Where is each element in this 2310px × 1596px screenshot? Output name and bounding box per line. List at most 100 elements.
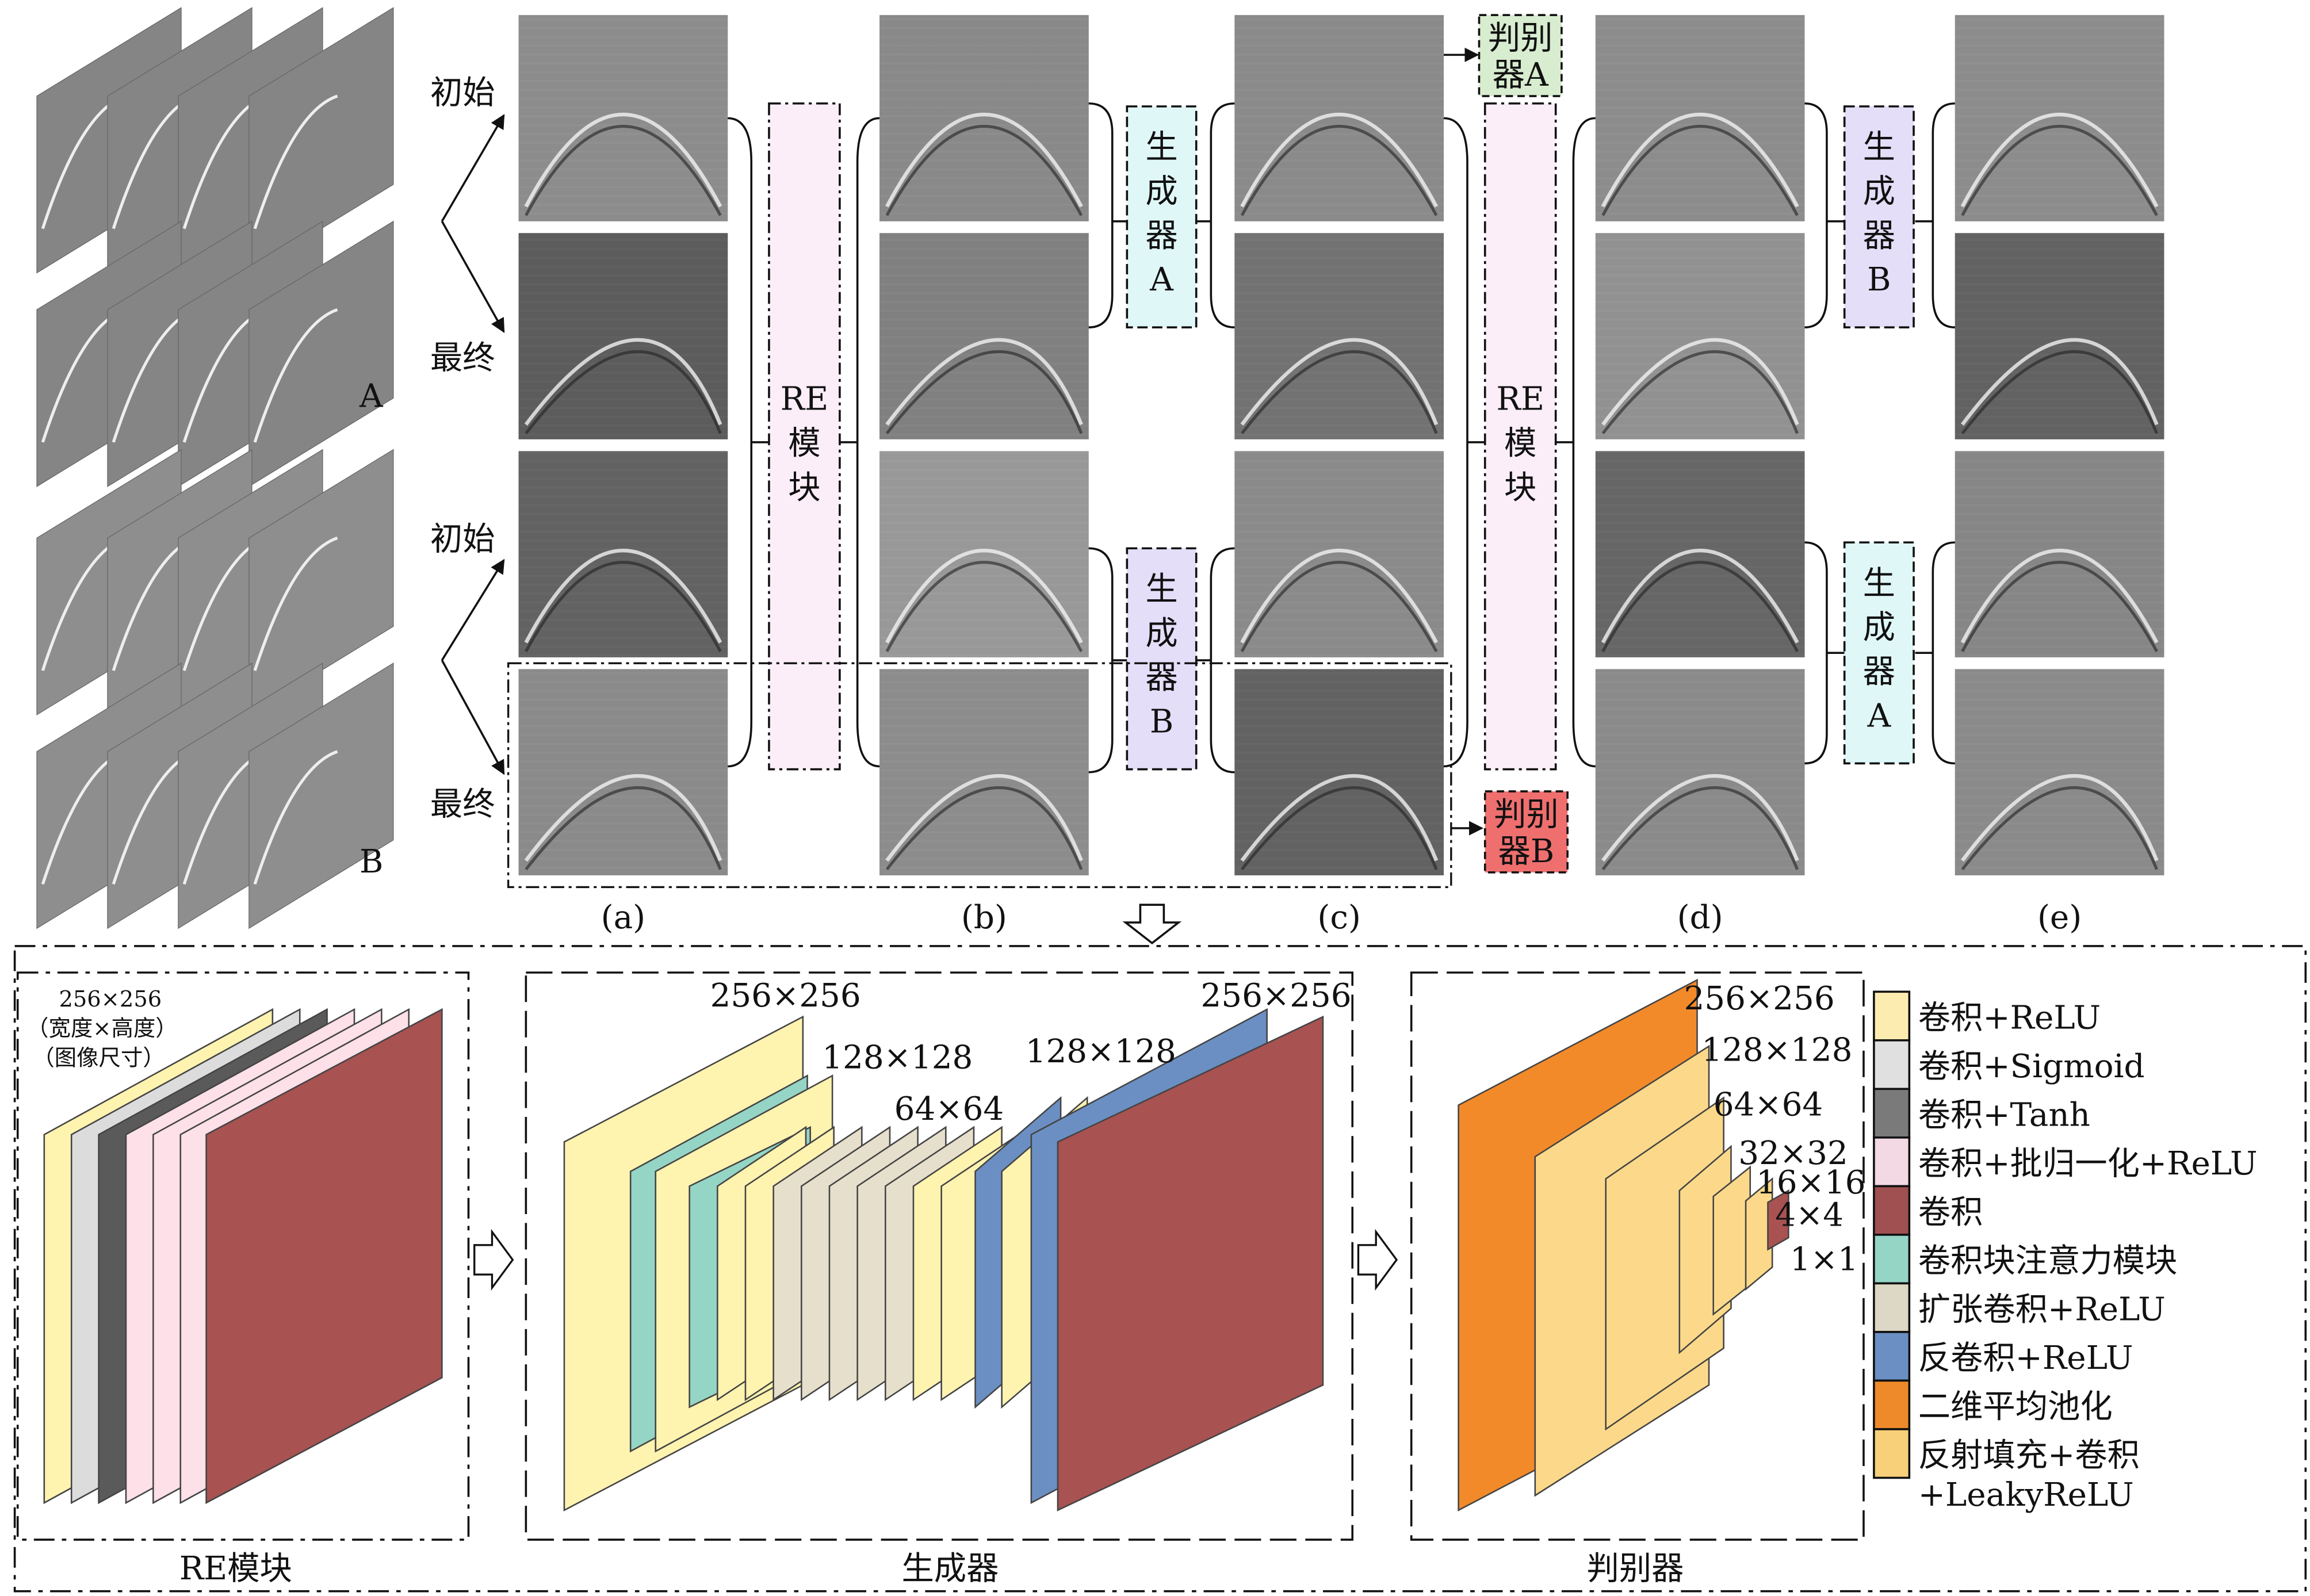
legend-item: 卷积+ReLU bbox=[1873, 990, 2101, 1042]
disc-size-3: 64×64 bbox=[1714, 1086, 1823, 1123]
legend-swatch bbox=[1873, 1088, 1911, 1139]
result-image bbox=[879, 233, 1089, 439]
gen-size-5: 256×256 bbox=[1200, 977, 1351, 1015]
svg-text:器A: 器A bbox=[1493, 56, 1549, 94]
svg-text:(d): (d) bbox=[1677, 899, 1723, 936]
result-image bbox=[879, 669, 1089, 875]
legend-swatch bbox=[1873, 1136, 1911, 1188]
discriminator-b-box: 判别 器B bbox=[1483, 790, 1569, 874]
result-image bbox=[1955, 233, 2164, 439]
re-size-label: 256×256 bbox=[59, 986, 162, 1012]
discriminator-title: 判别器 bbox=[1586, 1550, 1684, 1587]
legend-item: 卷积块注意力模块 bbox=[1873, 1234, 2178, 1285]
legend-label: 卷积块注意力模块 bbox=[1918, 1242, 2178, 1280]
gen-size-4: 128×128 bbox=[1026, 1033, 1176, 1070]
legend-label: 卷积 bbox=[1918, 1193, 1983, 1231]
svg-text:生: 生 bbox=[1145, 571, 1177, 608]
result-image bbox=[518, 669, 728, 875]
svg-text:A: A bbox=[1867, 697, 1891, 734]
re-size-note-2: （图像尺寸） bbox=[32, 1045, 165, 1071]
result-image bbox=[518, 15, 728, 221]
svg-text:判别: 判别 bbox=[1494, 796, 1559, 833]
legend-swatch bbox=[1873, 1039, 1911, 1090]
svg-text:(c): (c) bbox=[1317, 899, 1361, 936]
result-image bbox=[1595, 451, 1805, 657]
legend-item: 反卷积+ReLU bbox=[1873, 1331, 2133, 1382]
result-image bbox=[879, 15, 1089, 221]
branch-arrows bbox=[441, 114, 505, 775]
layer-planes bbox=[43, 978, 1789, 1511]
svg-text:成: 成 bbox=[1863, 173, 1895, 210]
disc-size-1: 256×256 bbox=[1684, 980, 1834, 1017]
disc-size-6: 4×4 bbox=[1775, 1197, 1844, 1234]
result-image bbox=[879, 451, 1089, 657]
legend-label-cont: +LeakyReLU bbox=[1918, 1476, 2134, 1514]
result-image bbox=[1234, 669, 1444, 875]
svg-text:A: A bbox=[1149, 261, 1174, 298]
svg-text:生: 生 bbox=[1863, 129, 1895, 166]
generator-title: 生成器 bbox=[901, 1550, 999, 1587]
legend-item: 卷积 bbox=[1873, 1185, 1983, 1236]
legend-item: 反射填充+卷积+LeakyReLU bbox=[1873, 1428, 2140, 1514]
svg-text:成: 成 bbox=[1145, 615, 1177, 652]
svg-text:(e): (e) bbox=[2037, 899, 2082, 936]
input-image bbox=[248, 663, 394, 929]
svg-text:器: 器 bbox=[1863, 217, 1895, 254]
legend-label: 反射填充+卷积 bbox=[1918, 1437, 2140, 1474]
svg-text:B: B bbox=[1150, 703, 1173, 741]
result-image bbox=[1234, 233, 1444, 439]
layer-plane bbox=[205, 1008, 443, 1505]
re-module-detail-box bbox=[16, 971, 470, 1541]
row-labels: 初始 最终 初始 最终 bbox=[430, 74, 495, 823]
legend-item: 卷积+Tanh bbox=[1873, 1088, 2090, 1139]
svg-text:器: 器 bbox=[1145, 659, 1177, 696]
layer-plane bbox=[1057, 1015, 1324, 1511]
legend-swatch bbox=[1873, 1331, 1911, 1382]
result-image bbox=[1595, 15, 1805, 221]
result-image bbox=[1955, 669, 2164, 875]
result-image bbox=[518, 451, 728, 657]
result-image-grid bbox=[518, 15, 2164, 875]
gen-size-1: 256×256 bbox=[710, 977, 861, 1015]
gen-size-2: 128×128 bbox=[822, 1039, 973, 1076]
connector-braces bbox=[728, 47, 1955, 836]
svg-text:器: 器 bbox=[1863, 653, 1895, 690]
legend-label: 卷积+ReLU bbox=[1918, 999, 2101, 1036]
stack-label-a: A bbox=[359, 377, 384, 415]
row-label-final-a: 最终 bbox=[430, 339, 495, 377]
down-arrow-icon bbox=[1122, 904, 1182, 945]
disc-size-5: 16×16 bbox=[1756, 1164, 1866, 1201]
disc-size-4: 32×32 bbox=[1738, 1135, 1848, 1172]
re-module-title: RE模块 bbox=[179, 1550, 292, 1587]
result-image bbox=[1595, 669, 1805, 875]
highlight-dashed-region bbox=[507, 662, 1452, 889]
legend-item: 二维平均池化 bbox=[1873, 1379, 2113, 1430]
legend-label: 卷积+Sigmoid bbox=[1918, 1048, 2145, 1085]
legend-swatch bbox=[1873, 1379, 1911, 1430]
input-image bbox=[248, 220, 394, 487]
discriminator-a-box: 判别 器A bbox=[1478, 14, 1563, 97]
arrow-right-icon bbox=[473, 1228, 514, 1291]
row-label-initial-a: 初始 bbox=[430, 74, 495, 112]
gen-size-3: 64×64 bbox=[894, 1090, 1004, 1128]
row-label-final-b: 最终 bbox=[430, 786, 495, 823]
input-image bbox=[248, 449, 394, 715]
legend-swatch bbox=[1873, 1234, 1911, 1285]
column-labels: (a) (b) (c) (d) (e) bbox=[601, 899, 2082, 936]
re-module-2: RE 模 块 bbox=[1483, 102, 1557, 771]
legend-item: 卷积+批归一化+ReLU bbox=[1873, 1136, 2258, 1188]
input-image bbox=[248, 7, 394, 274]
svg-text:模: 模 bbox=[788, 424, 820, 462]
svg-text:成: 成 bbox=[1145, 173, 1177, 210]
disc-size-7: 1×1 bbox=[1790, 1241, 1858, 1278]
discriminator-detail-box bbox=[1410, 971, 1865, 1541]
result-image bbox=[1234, 451, 1444, 657]
legend: 卷积+ReLU 卷积+Sigmoid 卷积+Tanh 卷积+批归一化+ReLU 卷积卷积… bbox=[1873, 990, 2258, 1514]
svg-text:成: 成 bbox=[1863, 609, 1895, 646]
svg-text:RE: RE bbox=[1496, 381, 1544, 418]
legend-swatch bbox=[1873, 1185, 1911, 1236]
result-image bbox=[1234, 15, 1444, 221]
